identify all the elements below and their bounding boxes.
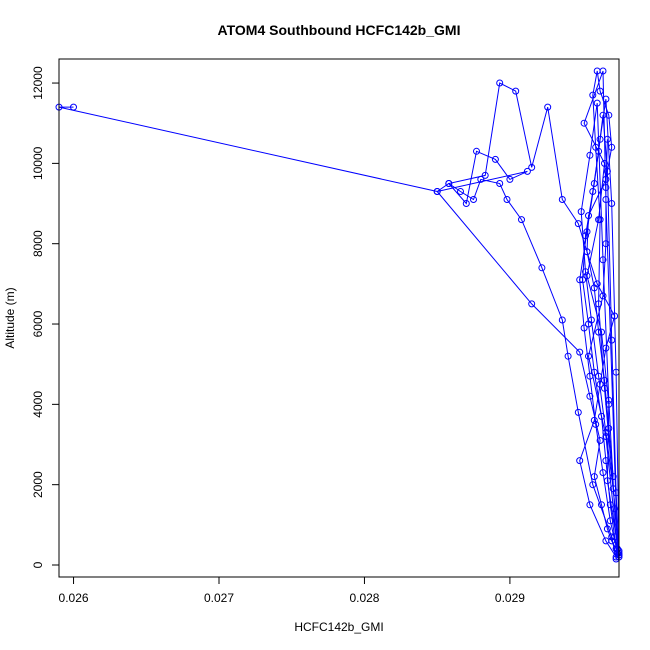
data-point bbox=[496, 180, 504, 187]
data-point bbox=[576, 457, 584, 465]
chart-title: ATOM4 Southbound HCFC142b_GMI bbox=[218, 22, 461, 38]
data-point bbox=[606, 501, 614, 509]
data-point bbox=[496, 79, 504, 87]
data-point bbox=[70, 103, 77, 111]
data-point bbox=[599, 292, 607, 300]
data-point bbox=[603, 525, 611, 533]
data-point bbox=[596, 437, 604, 444]
data-point bbox=[590, 368, 598, 376]
data-point bbox=[576, 276, 584, 284]
x-tick-label: 0.026 bbox=[59, 591, 89, 605]
y-tick-label: 0 bbox=[31, 561, 45, 568]
data-point bbox=[586, 151, 594, 159]
data-point bbox=[528, 163, 536, 171]
data-point bbox=[586, 392, 594, 400]
data-point bbox=[599, 67, 607, 75]
data-point bbox=[544, 103, 552, 111]
y-tick-label: 2000 bbox=[31, 471, 45, 498]
data-point bbox=[598, 501, 605, 509]
data-point bbox=[585, 352, 592, 360]
data-point bbox=[606, 517, 614, 525]
data-point bbox=[586, 501, 594, 509]
y-tick-label: 4000 bbox=[31, 391, 45, 418]
data-point bbox=[602, 429, 610, 436]
data-point bbox=[595, 328, 603, 336]
data-point bbox=[589, 481, 597, 489]
data-point bbox=[506, 175, 514, 183]
data-point bbox=[503, 196, 511, 203]
data-point bbox=[580, 324, 588, 332]
data-point bbox=[593, 99, 601, 107]
y-tick-label: 12000 bbox=[31, 66, 45, 100]
x-axis-label: HCFC142b_GMI bbox=[294, 620, 383, 634]
data-point bbox=[590, 473, 598, 481]
data-point bbox=[470, 196, 477, 203]
data-point bbox=[601, 159, 608, 167]
x-tick-label: 0.028 bbox=[349, 591, 379, 605]
data-point bbox=[558, 196, 566, 203]
data-point bbox=[462, 200, 470, 207]
data-point bbox=[583, 228, 591, 236]
data-point bbox=[599, 469, 607, 477]
data-point bbox=[598, 412, 605, 420]
data-point bbox=[602, 457, 610, 465]
data-point bbox=[583, 272, 591, 280]
data-point bbox=[574, 408, 582, 416]
data-point bbox=[582, 268, 589, 276]
data-point bbox=[512, 87, 520, 95]
data-point bbox=[477, 175, 485, 183]
x-tick-label: 0.027 bbox=[204, 591, 234, 605]
series-4 bbox=[576, 95, 623, 561]
data-point bbox=[596, 87, 604, 95]
x-axis: 0.026 0.027 0.028 0.029 bbox=[59, 577, 525, 605]
data-point bbox=[473, 147, 480, 155]
data-point bbox=[564, 352, 572, 360]
data-point bbox=[590, 284, 598, 292]
data-point bbox=[611, 505, 619, 513]
y-tick-label: 10000 bbox=[31, 146, 45, 180]
data-point bbox=[587, 316, 595, 324]
y-axis-label: Altitude (m) bbox=[3, 287, 17, 348]
data-point bbox=[592, 420, 600, 428]
data-point bbox=[518, 216, 525, 224]
data-point bbox=[586, 372, 594, 380]
data-point bbox=[457, 188, 464, 195]
data-point bbox=[580, 119, 588, 127]
plot-frame bbox=[58, 58, 620, 578]
data-point bbox=[491, 155, 499, 163]
data-point bbox=[602, 344, 610, 352]
data-point bbox=[609, 485, 617, 493]
data-point bbox=[577, 208, 585, 216]
data-point bbox=[595, 372, 603, 380]
data-point bbox=[528, 300, 536, 308]
x-tick-label: 0.029 bbox=[495, 591, 525, 605]
data-point bbox=[433, 188, 441, 195]
data-point bbox=[605, 396, 613, 404]
data-point bbox=[590, 180, 598, 187]
data-point bbox=[614, 549, 621, 557]
data-point bbox=[445, 180, 453, 187]
data-point bbox=[523, 167, 531, 175]
data-point bbox=[576, 348, 584, 356]
data-point bbox=[596, 135, 604, 143]
data-point bbox=[574, 220, 582, 228]
data-point bbox=[538, 264, 546, 272]
data-point bbox=[558, 316, 566, 324]
y-tick-label: 8000 bbox=[31, 230, 45, 257]
data-point bbox=[602, 196, 610, 203]
y-axis: 0 2000 4000 6000 8000 10000 12000 bbox=[31, 66, 59, 568]
data-point bbox=[599, 256, 607, 264]
data-point bbox=[481, 171, 489, 179]
data-point bbox=[608, 336, 616, 344]
data-point bbox=[602, 95, 610, 103]
data-point bbox=[608, 200, 616, 207]
y-tick-label: 6000 bbox=[31, 310, 45, 337]
data-point bbox=[602, 175, 610, 183]
data-point bbox=[589, 91, 597, 99]
series-line bbox=[579, 99, 620, 558]
data-point bbox=[602, 184, 610, 191]
